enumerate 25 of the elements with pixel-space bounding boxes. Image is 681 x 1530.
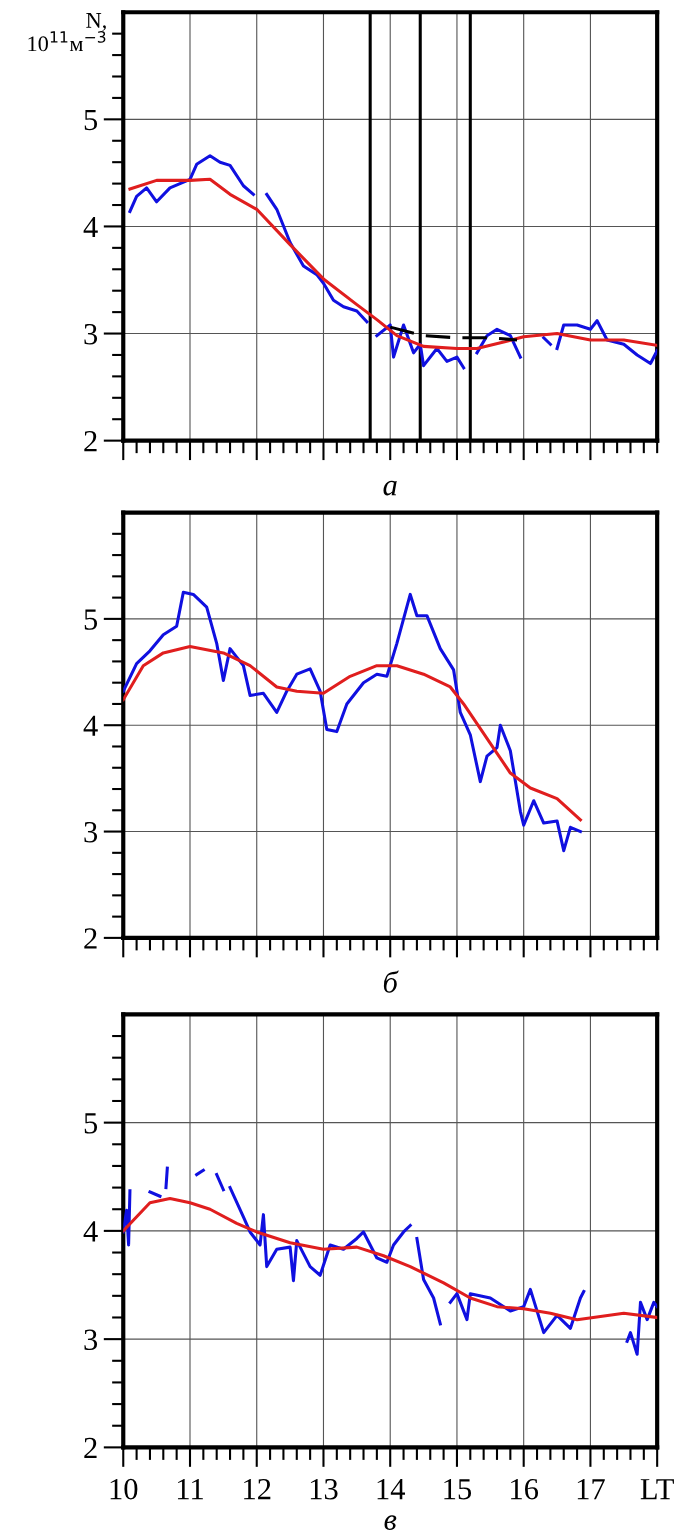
x-tick-label: 16	[511, 1478, 539, 1500]
x-tick-label: 15	[444, 1478, 472, 1500]
x-axis-title: а	[383, 480, 397, 496]
x-axis-title: б	[383, 970, 399, 993]
y-tick-label: 3	[84, 1329, 98, 1351]
y-tick-label: 2	[84, 928, 97, 949]
y-tick-label: 5	[84, 609, 98, 630]
y-tick-label: 4	[83, 1221, 98, 1242]
y-tick-label: 2	[84, 1437, 97, 1458]
x-tick-label: 13	[310, 1478, 338, 1500]
x-tick-label: 10	[110, 1478, 138, 1500]
y-tick-label: 5	[84, 1113, 98, 1134]
x-tick-label: 12	[244, 1478, 271, 1500]
x-tick-label: LT	[640, 1479, 674, 1500]
y-tick-label: 3	[84, 323, 98, 345]
x-tick-label: 17	[577, 1478, 605, 1500]
x-tick-label: 11	[177, 1478, 203, 1500]
x-tick-label: 14	[377, 1478, 406, 1500]
y-tick-label: 5	[84, 109, 98, 131]
y-tick-label: 4	[83, 216, 98, 238]
y-tick-label: 2	[84, 431, 97, 452]
text: N, 10$^{11}$м$^{−3}$	[28, 13, 106, 52]
y-tick-label: 3	[84, 821, 98, 843]
y-tick-label: 4	[83, 715, 98, 736]
x-axis-title: в	[384, 1515, 397, 1530]
